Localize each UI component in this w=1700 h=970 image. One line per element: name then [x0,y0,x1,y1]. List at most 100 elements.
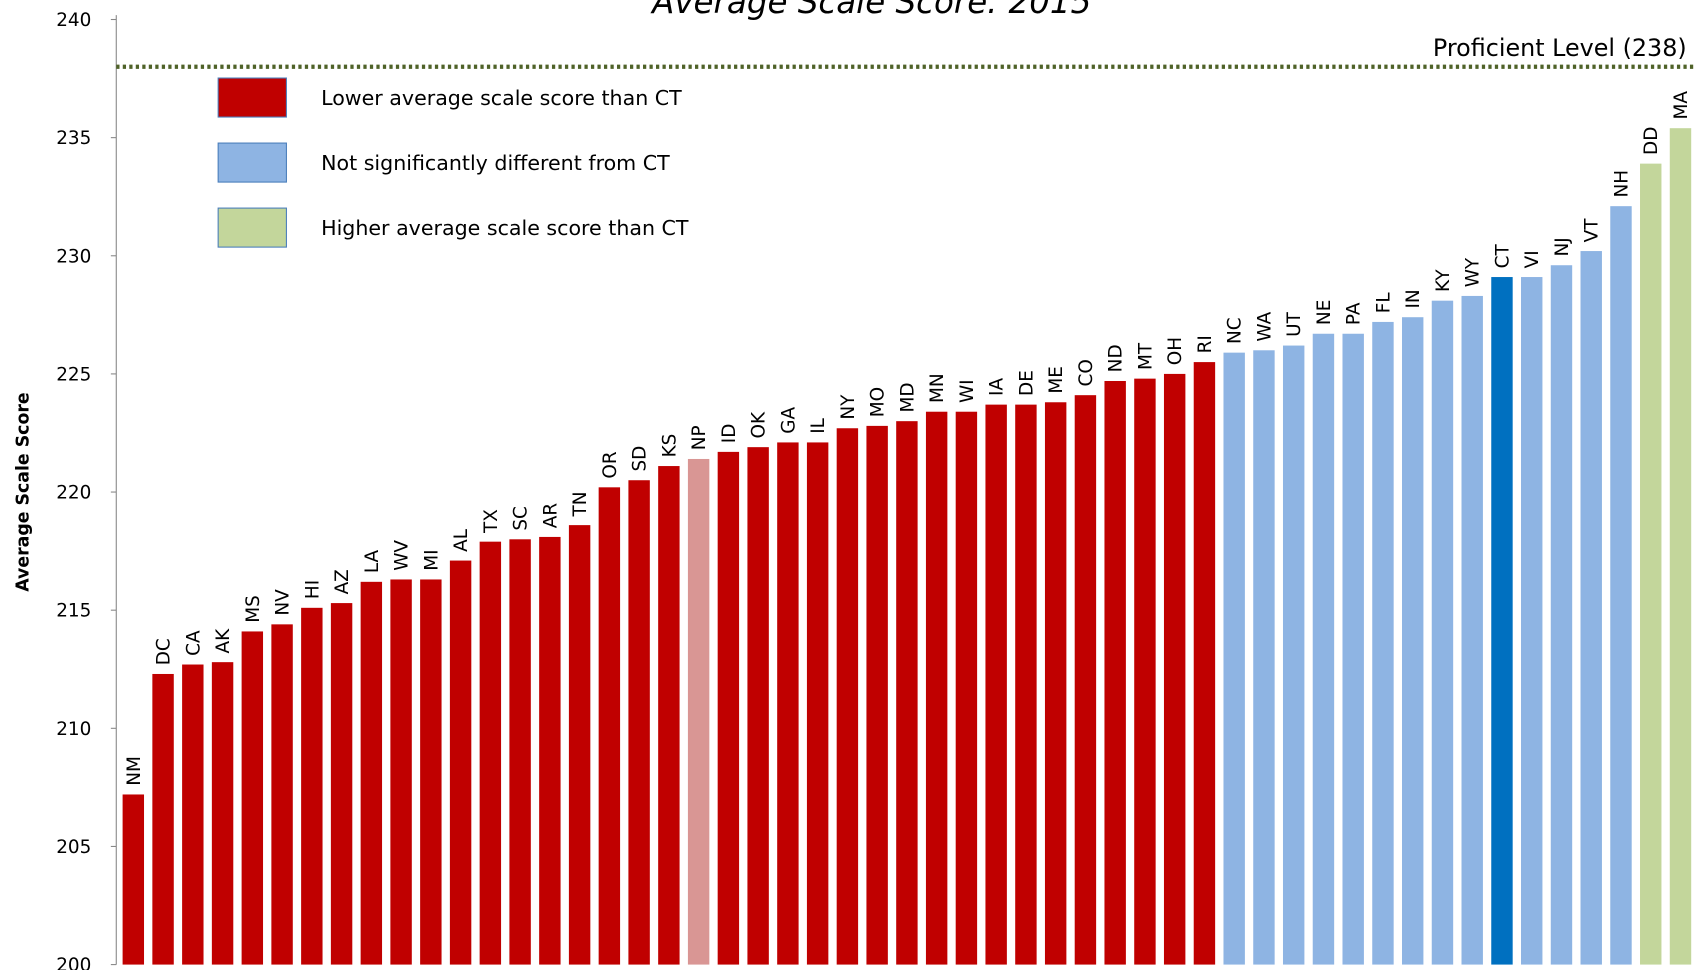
bar-label: NC [1225,317,1246,344]
bar [1669,128,1692,965]
bar [1104,380,1126,965]
bar-label: NP [689,425,710,450]
y-tick-label: 220 [56,483,91,504]
y-tick-label: 240 [56,10,91,31]
bar [1372,321,1394,965]
y-tick-label: 200 [56,955,91,970]
bar-label: KS [659,434,680,458]
chart-title: Average Scale Score: 2015 [650,0,1091,21]
bar [390,579,412,965]
y-axis-label: Average Scale Score [13,392,33,591]
bar-label: VT [1582,218,1603,243]
bar [747,447,769,965]
bar-label: MT [1135,342,1156,370]
bar-label: TN [570,491,591,517]
bar-label: IA [987,378,1008,396]
bar [1610,206,1632,965]
bar [1401,317,1424,965]
bar-label: SC [511,506,532,531]
y-tick-label: 205 [56,837,91,858]
bar [836,428,859,965]
bar [420,579,442,965]
bar-label: AL [451,528,472,552]
reference-label: Proficient Level (238) [1433,34,1687,62]
bar-label: FL [1373,292,1394,314]
bar-label: GA [778,406,799,433]
bar-label: WY [1463,257,1484,287]
bar [1640,163,1662,965]
bar-label: LA [362,549,383,573]
bar-label: HI [302,580,323,599]
bar [598,487,621,965]
bar [1312,333,1335,965]
bar-label: NE [1314,300,1335,325]
bar-label: OH [1165,337,1186,365]
bar-label: PA [1344,302,1365,325]
bar [628,480,650,965]
bar [777,442,799,965]
bar [1163,373,1186,965]
bar-label: WI [957,379,978,403]
bar-label: ND [1106,344,1127,372]
bar [1074,395,1097,965]
bar [449,560,472,965]
bar [182,664,204,965]
bar [866,425,888,965]
y-tick-label: 210 [56,719,91,740]
legend-swatch [217,207,287,248]
bar-label: AK [213,628,234,654]
bar [568,525,591,965]
bar [955,411,978,965]
y-tick-label: 230 [56,246,91,267]
bar-label: NY [838,394,859,420]
bar-label: AR [540,503,561,529]
bar [1044,402,1067,965]
bar [271,624,293,965]
bar-label: MN [927,373,948,403]
bar-label: NV [273,589,294,616]
bar-label: SD [630,446,651,472]
bar-label: NH [1611,170,1632,198]
y-tick-label: 235 [56,128,91,149]
bar-label: CO [1076,359,1097,386]
bar [1461,295,1483,965]
bar-label: RI [1195,335,1216,353]
bar [241,631,264,965]
bar [1580,251,1602,965]
bar [539,536,561,965]
bar [1223,352,1245,965]
bar-label: CA [183,630,204,656]
bar [1282,345,1305,965]
bar-label: CT [1492,244,1513,269]
legend-swatch [217,77,287,118]
bar-label: IL [808,417,829,433]
bar [1015,404,1037,965]
bar-label: TX [481,509,502,534]
bar-label: MD [897,382,918,412]
bar [1134,378,1156,965]
bar [1521,277,1543,965]
bar [330,603,353,965]
bar [1431,300,1454,965]
legend-label: Higher average scale score than CT [321,216,689,240]
bar [896,421,918,965]
bar-label: DC [154,638,175,665]
bar-label: DD [1641,127,1662,155]
bar-label: ID [719,424,740,444]
bar [1253,350,1275,965]
bar [1342,333,1364,965]
legend-swatch [217,142,287,183]
bar [211,662,234,965]
bar [985,404,1007,965]
bar-label: NM [124,756,145,786]
bar-label: OK [749,411,770,438]
bar [122,794,145,965]
bar-label: MO [868,387,889,417]
bar [509,539,531,965]
bar-label: VI [1522,250,1543,268]
legend-label: Lower average scale score than CT [321,86,682,110]
bar-label: WA [1254,311,1275,341]
bar-label: IN [1403,289,1424,308]
bar-label: OR [600,451,621,478]
